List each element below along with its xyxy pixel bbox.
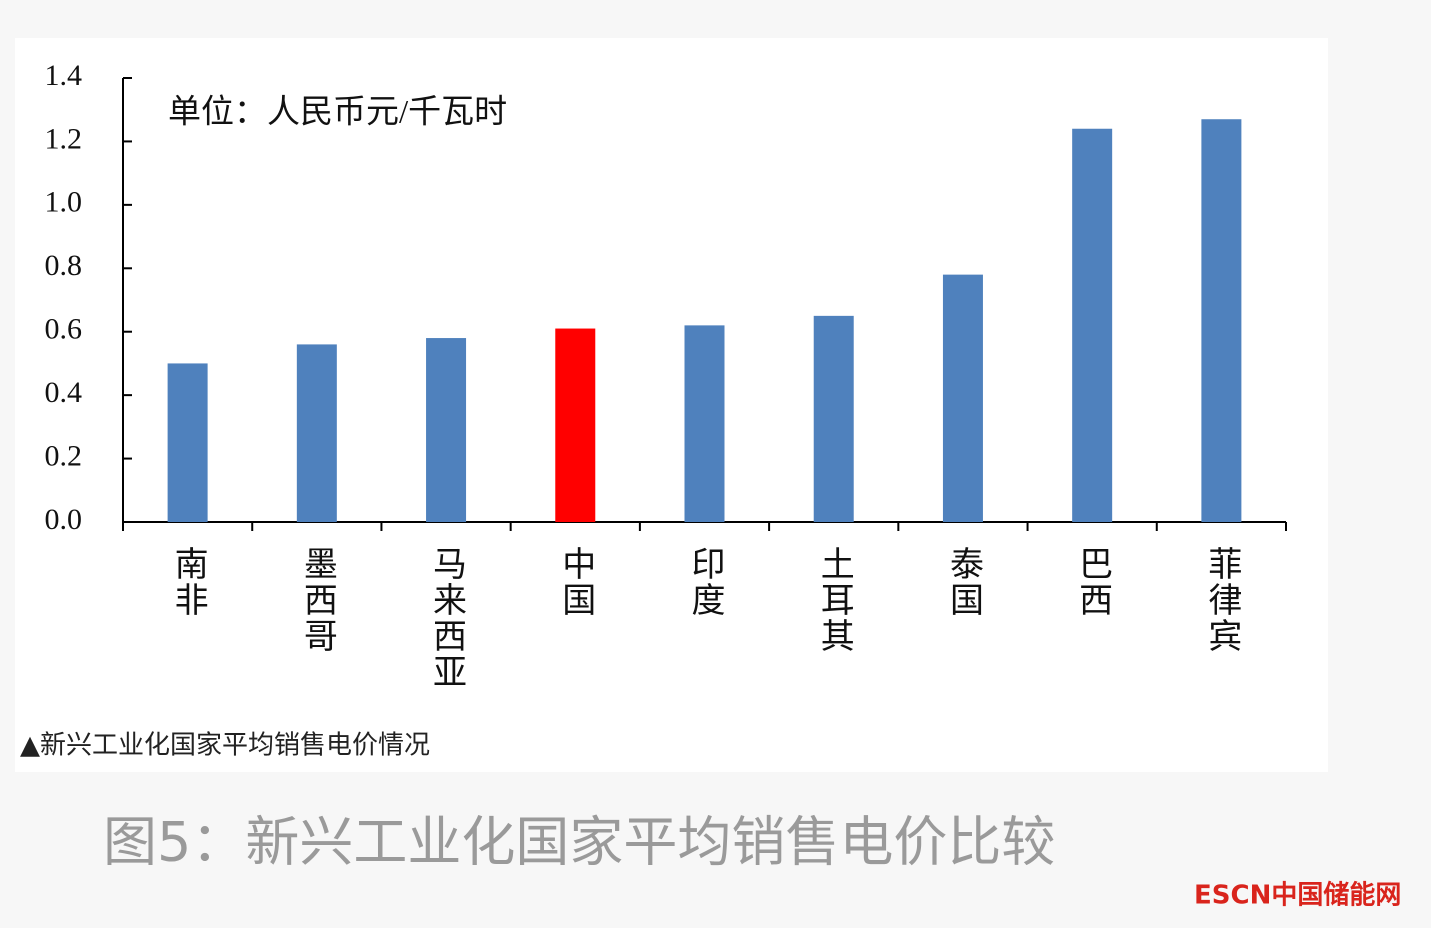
y-tick-label: 0.0 bbox=[45, 503, 83, 536]
bar bbox=[1201, 119, 1242, 522]
bar bbox=[684, 325, 725, 522]
bar bbox=[942, 274, 983, 522]
panel bbox=[15, 38, 1328, 772]
x-tick-label: 菲律宾 bbox=[1203, 546, 1242, 654]
bar bbox=[1072, 128, 1113, 522]
y-tick-label: 0.4 bbox=[45, 376, 83, 409]
caption: ▲新兴工业化国家平均销售电价情况 bbox=[20, 731, 430, 761]
figure-title: 图5：新兴工业化国家平均销售电价比较 bbox=[103, 811, 1055, 874]
x-tick-label: 泰国 bbox=[944, 546, 982, 618]
bar bbox=[555, 328, 596, 522]
bar bbox=[296, 344, 337, 522]
y-tick-label: 1.2 bbox=[45, 122, 83, 155]
y-tick-label: 1.4 bbox=[45, 59, 83, 92]
y-tick-label: 0.2 bbox=[45, 439, 83, 472]
x-tick-label: 土耳其 bbox=[815, 546, 853, 654]
x-tick-label: 巴西 bbox=[1074, 546, 1111, 618]
y-tick-label: 1.0 bbox=[45, 186, 83, 219]
unit-note: 单位：人民币元/千瓦时 bbox=[168, 94, 507, 131]
y-tick-label: 0.8 bbox=[45, 249, 83, 282]
x-tick-label: 墨西哥 bbox=[298, 546, 336, 654]
x-tick-label: 中国 bbox=[557, 546, 594, 618]
y-tick-label: 0.6 bbox=[45, 313, 83, 346]
bar bbox=[167, 363, 208, 522]
logo: ESCN中国储能网 bbox=[1194, 880, 1401, 911]
x-tick-label: 南非 bbox=[169, 546, 207, 618]
x-tick-label: 马来西亚 bbox=[428, 546, 466, 690]
bar bbox=[426, 338, 467, 522]
bar bbox=[813, 315, 854, 522]
x-tick-label: 印度 bbox=[686, 546, 724, 618]
